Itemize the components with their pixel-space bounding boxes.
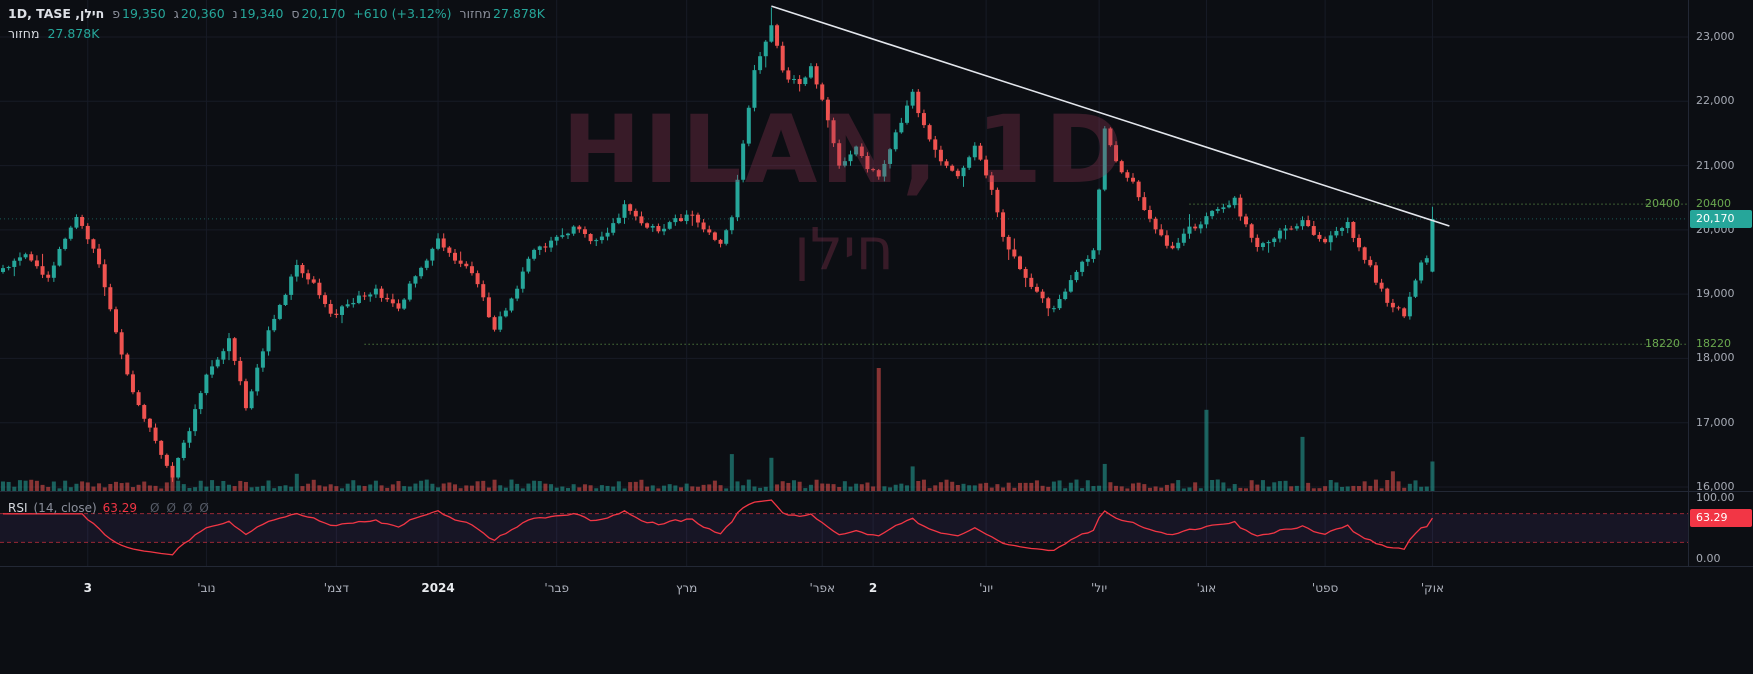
last-price-badge: 20,170 (1690, 209, 1752, 228)
price-chart[interactable] (0, 0, 1688, 566)
time-axis-label: אפר' (809, 581, 836, 595)
time-axis-label: 2024 (421, 581, 455, 595)
close-value: 20,170 (301, 6, 346, 21)
volume-bars (1, 368, 1435, 491)
price-axis-label: 18220 (1696, 337, 1731, 351)
rsi-value-badge: 63.29 (1690, 509, 1752, 528)
price-axis-label: 19,000 (1696, 287, 1735, 301)
rsi-hidden-value: Ø (166, 501, 176, 515)
rsi-line (3, 499, 1433, 556)
ohlc-open: פ 19,350 (112, 5, 166, 23)
price-axis-label: 18,000 (1696, 351, 1735, 365)
ohlc-low: נ 19,340 (233, 5, 284, 23)
header-volume: מחזור 27.878K (460, 5, 545, 23)
rsi-pane (0, 499, 1688, 556)
time-axis-label: 3 (83, 581, 92, 595)
ohlc-close: ס 20,170 (291, 5, 345, 23)
price-axis-label: 0.00 (1696, 552, 1721, 565)
volume-indicator-row: מחזור 27.878K (8, 25, 545, 43)
rsi-indicator-name[interactable]: RSI (8, 501, 28, 515)
symbol-title[interactable]: חילן, 1D, TASE (8, 6, 105, 21)
time-axis-label: אוג' (1196, 581, 1217, 595)
candles (1, 7, 1435, 482)
volume-indicator-label[interactable]: מחזור (8, 26, 40, 41)
price-axis-label: 100.00 (1696, 491, 1735, 504)
time-axis-label: פבר' (544, 581, 569, 595)
rsi-current-value: 63.29 (102, 501, 138, 515)
time-axis-label: אוק' (1420, 581, 1444, 595)
price-axis-label: 20400 (1696, 197, 1731, 211)
rsi-hidden-value: Ø (150, 501, 160, 515)
ohlc-high: ג 20,360 (174, 5, 225, 23)
time-axis-label: 2 (868, 581, 878, 595)
time-scale[interactable]: 3 נוב' דצמ' 2024 פבר' מרץ אפר' 2 יונ' יול' אוג' ספט… (0, 566, 1753, 674)
rsi-params: (14, close) (33, 501, 97, 515)
time-axis-label: דצמ' (323, 581, 349, 595)
main-legend: חילן, 1D, TASE פ 19,350 ג 20,360 נ 19,340 ס… (8, 5, 545, 43)
volume-indicator-value: 27.878K (47, 26, 100, 41)
time-axis-label: מרץ (675, 581, 698, 595)
close-label: ס (291, 6, 300, 21)
price-scale[interactable]: 23,000 22,000 21,000 20,000 19,000 18,000 17,0… (1688, 0, 1753, 566)
change-value: +610 (+3.12%) (353, 6, 452, 21)
price-axis-label: 16,000 (1696, 480, 1735, 493)
high-value: 20,360 (180, 6, 225, 21)
open-value: 19,350 (122, 6, 166, 21)
high-label: ג (173, 6, 179, 21)
time-axis-label: יונ' (979, 581, 994, 595)
time-axis-label: יול' (1091, 581, 1108, 595)
pane-resize-separator[interactable] (0, 491, 1753, 492)
symbol-ohlc-row: חילן, 1D, TASE פ 19,350 ג 20,360 נ 19,340 ס… (8, 5, 545, 23)
low-label: נ (232, 6, 238, 21)
low-value: 19,340 (239, 6, 284, 21)
price-axis-label: 22,000 (1696, 94, 1735, 108)
price-axis-label: 23,000 (1696, 30, 1735, 43)
time-axis-label: נוב' (197, 581, 216, 595)
price-axis-label: 17,000 (1696, 415, 1735, 429)
header-volume-value: 27.878K (493, 6, 545, 21)
grid-lines (0, 0, 1688, 566)
price-axis-label: 21,000 (1696, 158, 1735, 172)
time-axis-label: ספט' (1311, 581, 1339, 595)
rsi-hidden-value: Ø (199, 501, 209, 515)
rsi-hidden-value: Ø (182, 501, 193, 515)
header-volume-label: מחזור (459, 6, 491, 21)
open-label: פ (112, 6, 120, 21)
trendline-drawing[interactable] (771, 5, 1450, 227)
